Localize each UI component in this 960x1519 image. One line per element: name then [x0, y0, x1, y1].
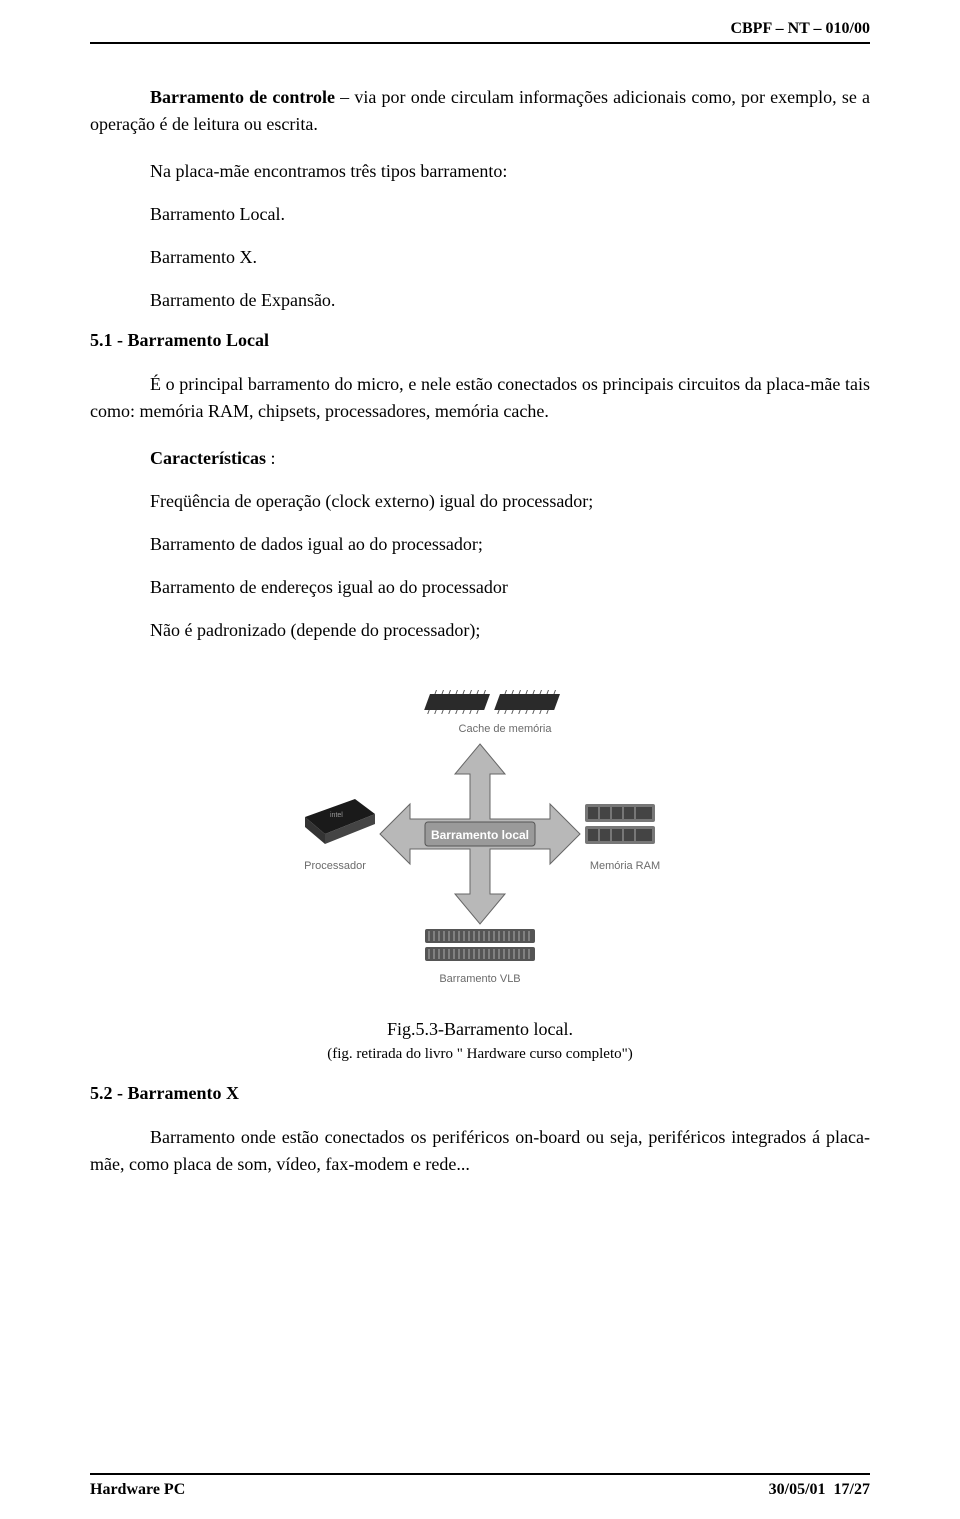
cache-chip-icon — [423, 690, 562, 714]
char-item-3: Barramento de endereços igual ao do proc… — [150, 574, 870, 601]
paragraph-1: Barramento de controle – via por onde ci… — [90, 84, 870, 138]
ram-chip-icon — [585, 804, 655, 844]
paragraph-2: Na placa-mãe encontramos três tipos barr… — [150, 158, 870, 185]
paragraph-4: Barramento X. — [150, 244, 870, 271]
processor-chip-icon: intel — [305, 799, 375, 844]
header-doc-id: CBPF – NT – 010/00 — [90, 20, 870, 38]
vlb-slot-icon — [425, 929, 535, 961]
section-5-1-heading: 5.1 - Barramento Local — [90, 330, 870, 351]
footer-right: 30/05/01 17/27 — [769, 1481, 870, 1499]
paragraph-6: É o principal barramento do micro, e nel… — [90, 371, 870, 425]
header-rule — [90, 42, 870, 44]
paragraph-8: Barramento onde estão conectados os peri… — [90, 1124, 870, 1178]
characteristics-label: Características : — [150, 445, 870, 472]
cache-label: Cache de memória — [459, 723, 553, 735]
char-rest: : — [266, 448, 276, 468]
section-5-2-heading: 5.2 - Barramento X — [90, 1083, 870, 1104]
footer-date: 30/05/01 — [769, 1481, 826, 1498]
figure-source: (fig. retirada do livro " Hardware curso… — [90, 1046, 870, 1063]
char-item-4: Não é padronizado (depende do processado… — [150, 617, 870, 644]
p1-bold: Barramento de controle — [150, 87, 335, 107]
processor-label: Processador — [304, 860, 366, 872]
char-item-1: Freqüência de operação (clock externo) i… — [150, 488, 870, 515]
figure-5-3: Barramento local Cache de memória — [90, 674, 870, 999]
figure-caption: Fig.5.3-Barramento local. — [90, 1019, 870, 1040]
footer-left: Hardware PC — [90, 1481, 185, 1499]
cross-arrow-icon: Barramento local — [380, 744, 580, 924]
svg-text:intel: intel — [330, 812, 343, 819]
footer-page: 17/27 — [834, 1481, 870, 1498]
paragraph-5: Barramento de Expansão. — [150, 287, 870, 314]
document-page: CBPF – NT – 010/00 Barramento de control… — [0, 0, 960, 1519]
page-footer: Hardware PC 30/05/01 17/27 — [90, 1473, 870, 1499]
char-bold: Características — [150, 448, 266, 468]
char-item-2: Barramento de dados igual ao do processa… — [150, 531, 870, 558]
ram-label: Memória RAM — [590, 860, 660, 872]
vlb-label: Barramento VLB — [439, 973, 520, 985]
bus-diagram-svg: Barramento local Cache de memória — [250, 674, 710, 994]
paragraph-3: Barramento Local. — [150, 201, 870, 228]
footer-rule — [90, 1473, 870, 1475]
bus-local-label: Barramento local — [431, 828, 529, 842]
